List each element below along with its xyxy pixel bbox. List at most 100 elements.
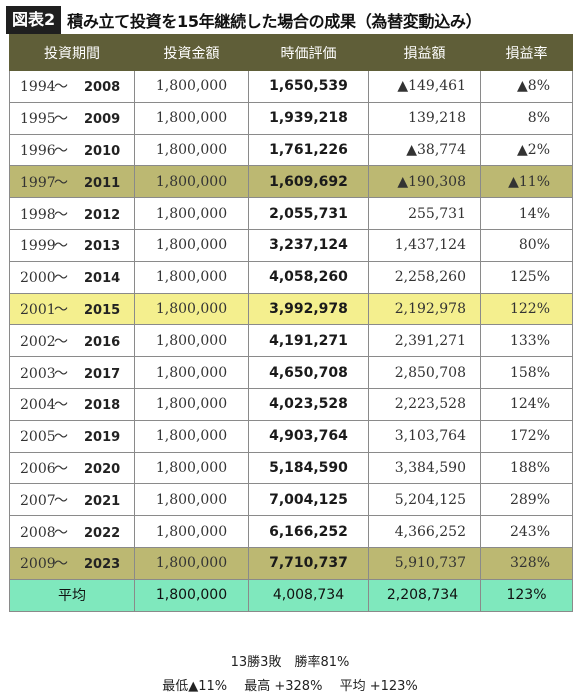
period-start: 1995 — [20, 111, 56, 128]
period-start: 2000 — [20, 270, 56, 287]
period-tilde: 〜 — [54, 397, 68, 414]
value-cell: 2,055,731 — [248, 197, 369, 230]
cost-cell: 1,800,000 — [134, 228, 249, 262]
cost-cell: 1,800,000 — [134, 70, 249, 103]
period-end: 2013 — [84, 239, 121, 255]
rate-cell: 80% — [480, 228, 573, 262]
table-row: 2002〜 2016 1,800,000 4,191,271 2,391,271 133% — [9, 324, 573, 358]
average-rate: 123% — [480, 578, 573, 612]
period-tilde: 〜 — [54, 556, 68, 573]
table-row: 2007〜 2021 1,800,000 7,004,125 5,204,125 289% — [9, 483, 573, 517]
value-cell: 3,237,124 — [248, 228, 369, 262]
table-header-row: 投資期間 投資金額 時価評価 損益額 損益率 — [9, 34, 573, 71]
period-end: 2023 — [84, 557, 121, 573]
summary-stats: 最低▲11% 最高 +328% 平均 +123% — [162, 679, 418, 694]
period-end: 2012 — [84, 207, 121, 223]
period-end: 2015 — [84, 302, 121, 318]
period-tilde: 〜 — [54, 174, 68, 191]
rate-cell: 8% — [480, 101, 573, 135]
period-end: 2009 — [84, 112, 121, 128]
period-cell: 2000〜 2014 — [9, 260, 135, 294]
cost-cell: 1,800,000 — [134, 324, 249, 358]
figure-title: 積み立て投資を15年継続した場合の成果（為替変動込み） — [67, 12, 482, 31]
table-row: 2008〜 2022 1,800,000 6,166,252 4,366,252 243% — [9, 515, 573, 548]
table-body: 1994〜 2008 1,800,000 1,650,539 ▲149,461 ▲8% 19… — [9, 70, 573, 612]
period-tilde: 〜 — [54, 524, 68, 541]
period-start: 2006 — [20, 460, 56, 477]
value-cell: 1,650,539 — [248, 70, 369, 103]
rate-cell: ▲11% — [480, 165, 573, 199]
table-row: 1994〜 2008 1,800,000 1,650,539 ▲149,461 ▲8% — [9, 70, 573, 103]
cost-cell: 1,800,000 — [134, 356, 249, 389]
value-cell: 4,191,271 — [248, 324, 369, 358]
header-rate: 損益率 — [480, 34, 573, 71]
cost-cell: 1,800,000 — [134, 419, 249, 453]
table-row: 2001〜 2015 1,800,000 3,992,978 2,192,978 122% — [9, 292, 573, 326]
period-start: 1998 — [20, 206, 56, 223]
header-gain: 損益額 — [368, 34, 481, 71]
period-cell: 1996〜 2010 — [9, 133, 135, 167]
header-period: 投資期間 — [9, 34, 135, 71]
period-start: 2009 — [20, 556, 56, 573]
period-tilde: 〜 — [54, 79, 68, 96]
period-tilde: 〜 — [54, 365, 68, 382]
table-row: 2005〜 2019 1,800,000 4,903,764 3,103,764 172% — [9, 419, 573, 453]
gain-cell: 2,192,978 — [368, 292, 481, 326]
cost-cell: 1,800,000 — [134, 387, 249, 421]
gain-cell: 2,850,708 — [368, 356, 481, 389]
period-cell: 2002〜 2016 — [9, 324, 135, 358]
period-start: 1997 — [20, 174, 56, 191]
period-start: 2002 — [20, 333, 56, 350]
period-cell: 1998〜 2012 — [9, 197, 135, 230]
period-start: 1996 — [20, 142, 56, 159]
value-cell: 5,184,590 — [248, 451, 369, 485]
period-tilde: 〜 — [54, 238, 68, 255]
gain-cell: ▲38,774 — [368, 133, 481, 167]
value-cell: 1,609,692 — [248, 165, 369, 199]
cost-cell: 1,800,000 — [134, 546, 249, 580]
period-cell: 2008〜 2022 — [9, 515, 135, 548]
period-end: 2017 — [84, 366, 121, 382]
period-end: 2018 — [84, 398, 121, 414]
value-cell: 7,004,125 — [248, 483, 369, 517]
period-tilde: 〜 — [54, 460, 68, 477]
cost-cell: 1,800,000 — [134, 451, 249, 485]
cost-cell: 1,800,000 — [134, 197, 249, 230]
value-cell: 4,650,708 — [248, 356, 369, 389]
period-tilde: 〜 — [54, 492, 68, 509]
average-cost: 1,800,000 — [134, 578, 249, 612]
period-start: 1994 — [20, 79, 56, 96]
cost-cell: 1,800,000 — [134, 101, 249, 135]
rate-cell: 328% — [480, 546, 573, 580]
period-start: 2004 — [20, 397, 56, 414]
period-end: 2016 — [84, 334, 121, 350]
table-row: 1997〜 2011 1,800,000 1,609,692 ▲190,308 ▲11% — [9, 165, 573, 199]
gain-cell: 139,218 — [368, 101, 481, 135]
period-cell: 1997〜 2011 — [9, 165, 135, 199]
period-tilde: 〜 — [54, 270, 68, 287]
header-cost: 投資金額 — [134, 34, 249, 71]
gain-cell: 5,204,125 — [368, 483, 481, 517]
rate-cell: 124% — [480, 387, 573, 421]
figure-title-bar: 図表2 積み立て投資を15年継続した場合の成果（為替変動込み） — [6, 6, 574, 34]
cost-cell: 1,800,000 — [134, 133, 249, 167]
period-cell: 1994〜 2008 — [9, 70, 135, 103]
period-start: 2001 — [20, 301, 56, 318]
cost-cell: 1,800,000 — [134, 515, 249, 548]
period-tilde: 〜 — [54, 429, 68, 446]
figure-label: 図表2 — [6, 6, 62, 34]
value-cell: 6,166,252 — [248, 515, 369, 548]
table-row: 1995〜 2009 1,800,000 1,939,218 139,218 8% — [9, 101, 573, 135]
rate-cell: 188% — [480, 451, 573, 485]
period-tilde: 〜 — [54, 111, 68, 128]
rate-cell: 172% — [480, 419, 573, 453]
gain-cell: ▲190,308 — [368, 165, 481, 199]
rate-cell: 289% — [480, 483, 573, 517]
period-end: 2011 — [84, 175, 121, 191]
rate-cell: 122% — [480, 292, 573, 326]
gain-cell: 4,366,252 — [368, 515, 481, 548]
gain-cell: ▲149,461 — [368, 70, 481, 103]
table-row: 1998〜 2012 1,800,000 2,055,731 255,731 14% — [9, 197, 573, 230]
value-cell: 4,058,260 — [248, 260, 369, 294]
value-cell: 4,903,764 — [248, 419, 369, 453]
